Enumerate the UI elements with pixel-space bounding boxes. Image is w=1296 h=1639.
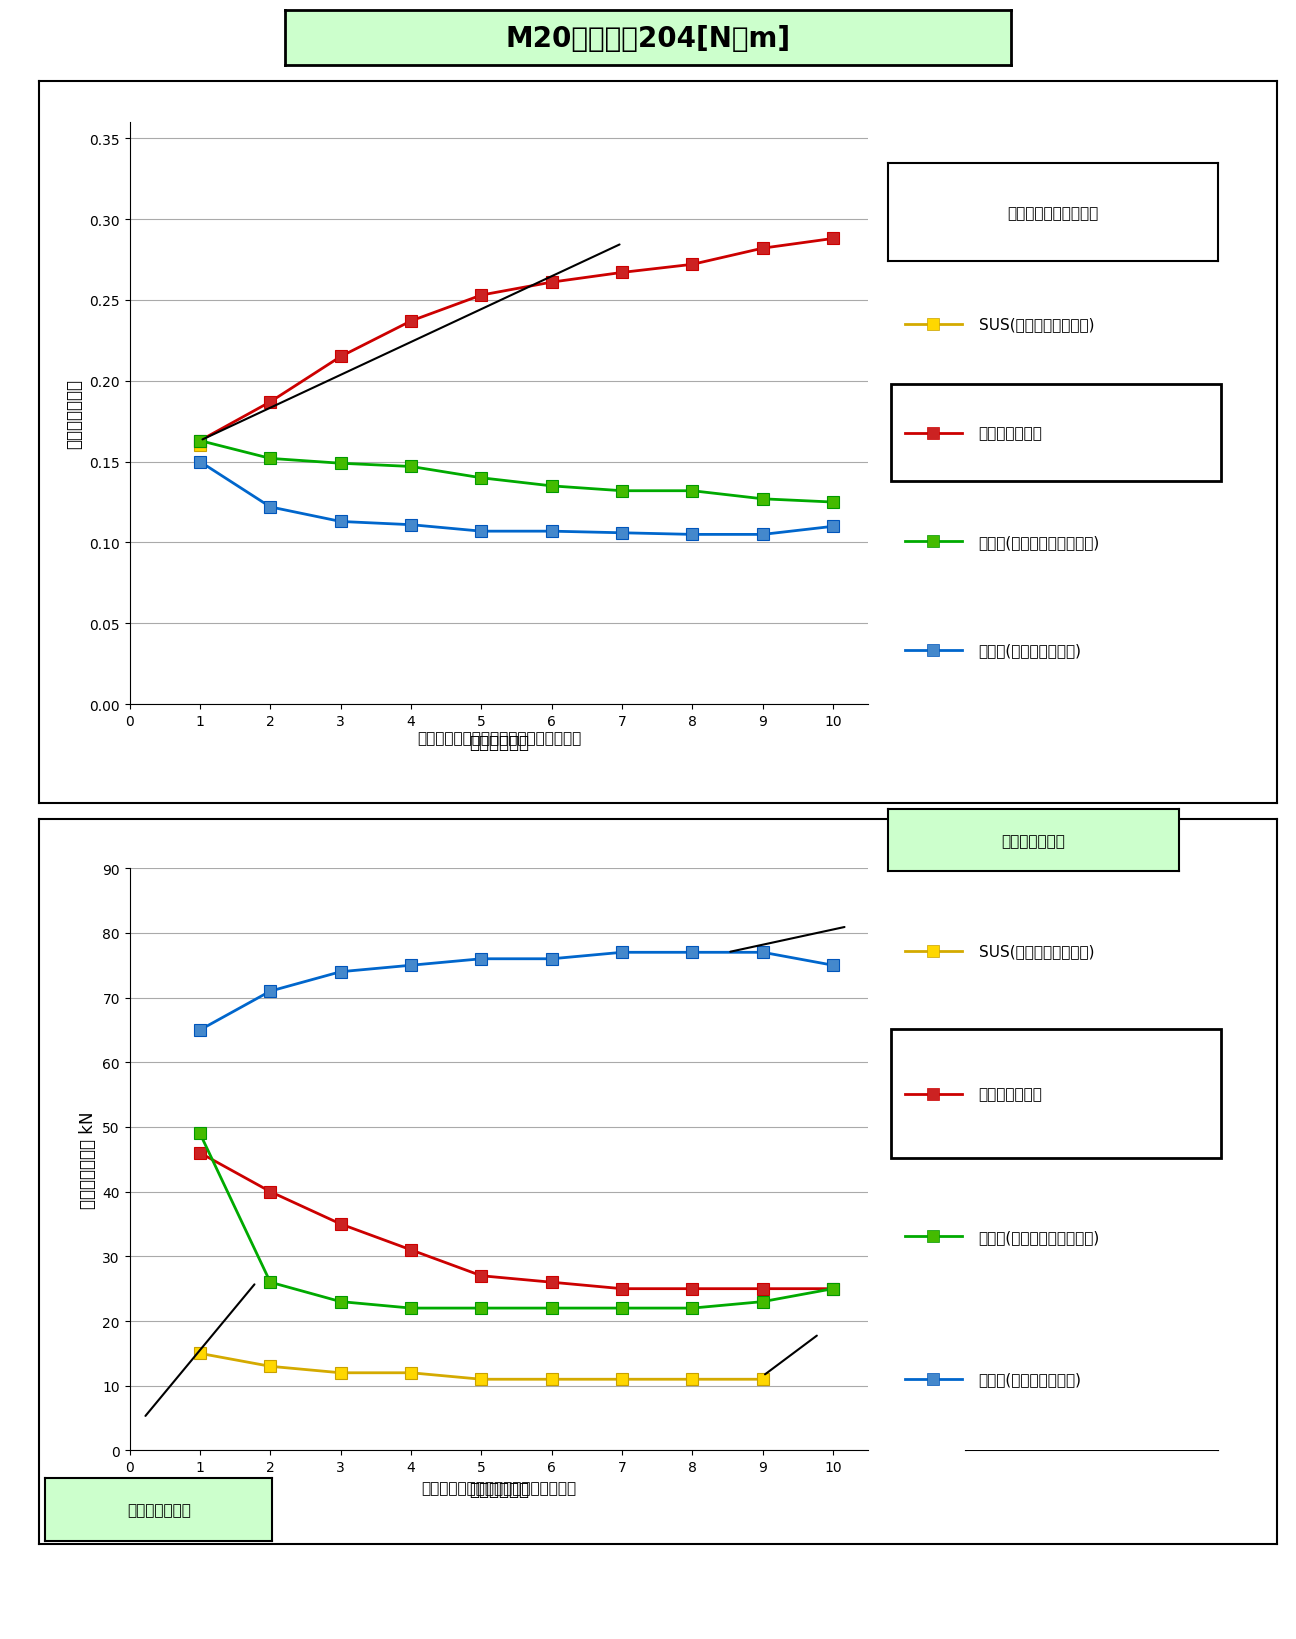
Text: 焼き付くため測定不能: 焼き付くため測定不能	[1007, 205, 1099, 221]
FancyBboxPatch shape	[892, 385, 1221, 482]
Y-axis label: ネジ面摩擦係数: ネジ面摩擦係数	[66, 379, 83, 449]
X-axis label: 繰り返し回数: 繰り返し回数	[469, 734, 529, 752]
Text: M20：トルク204[N・m]: M20：トルク204[N・m]	[505, 25, 791, 52]
X-axis label: 繰り返し回数: 繰り返し回数	[469, 1480, 529, 1498]
Text: やきつかナット: やきつかナット	[978, 1087, 1042, 1101]
Text: SUS(コーティング無し): SUS(コーティング無し)	[978, 944, 1094, 959]
Text: トルク一定における締め付け軸力比較: トルク一定における締め付け軸力比較	[421, 1480, 577, 1495]
Text: 潤滑剤(二硫化モリブデン系): 潤滑剤(二硫化モリブデン系)	[978, 534, 1100, 549]
Y-axis label: 締め付け軸力／ kN: 締め付け軸力／ kN	[79, 1111, 97, 1208]
Text: SUS(コーティング無し): SUS(コーティング無し)	[978, 318, 1094, 333]
Text: 潤滑剤(有機ペースト系): 潤滑剤(有機ペースト系)	[978, 642, 1082, 657]
Text: 潤滑剤(有機ペースト系): 潤滑剤(有機ペースト系)	[978, 1372, 1082, 1387]
Text: 焼き付くため
測定不能: 焼き付くため 測定不能	[1064, 1385, 1120, 1418]
Text: やきつかナット: やきつかナット	[978, 426, 1042, 441]
Text: 潤滑剤(二硫化モリブデン系): 潤滑剤(二硫化モリブデン系)	[978, 1229, 1100, 1244]
Text: 座面に付着なし: 座面に付着なし	[127, 1501, 191, 1518]
Text: 座面に付着あり: 座面に付着あり	[1002, 833, 1065, 849]
FancyBboxPatch shape	[892, 1029, 1221, 1159]
Text: トルク一定におけるネジ面摩擦係数比較: トルク一定におけるネジ面摩擦係数比較	[417, 731, 581, 746]
